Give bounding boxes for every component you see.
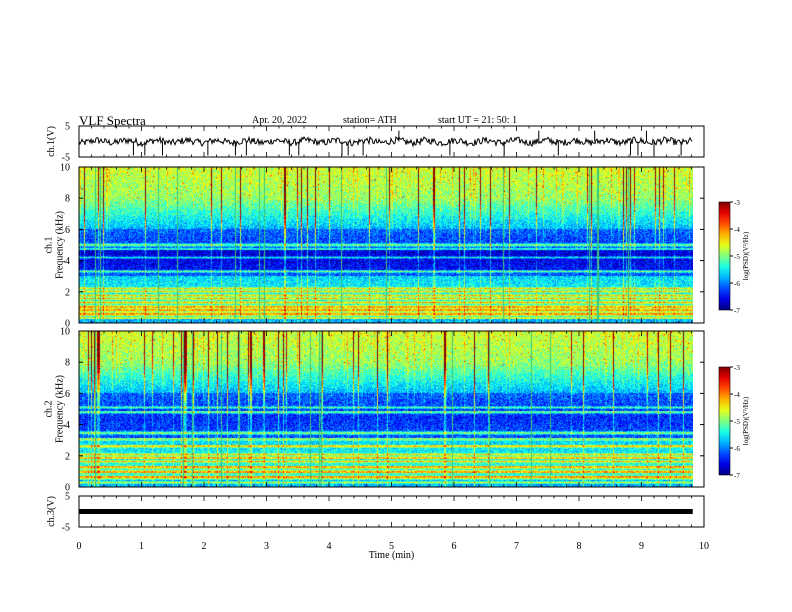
ch1-spectrogram-ylabel-line: Frequency (kHz) bbox=[55, 211, 66, 279]
figure-title: VLF Spectra bbox=[79, 113, 146, 128]
ch1-spectrogram-tick-label: 0 bbox=[65, 319, 70, 330]
colorbar-tick-label: -6 bbox=[734, 445, 740, 453]
colorbar-tick-label: -7 bbox=[734, 307, 740, 315]
ch1-spectrogram-ylabel-line: ch.1 bbox=[44, 237, 55, 254]
ch1-waveform-ylabel-line: ch.1(V) bbox=[46, 126, 57, 157]
colorbar-1 bbox=[718, 201, 731, 311]
ch2-spectrogram-ylabel: ch.2 Frequency (kHz) bbox=[44, 375, 66, 443]
spectrogram-image-1 bbox=[79, 167, 693, 323]
x-tick-label: 4 bbox=[327, 541, 332, 552]
x-tick-label: 2 bbox=[202, 541, 207, 552]
ch2-spectrogram-ylabel-line: ch.2 bbox=[44, 401, 55, 418]
x-tick-label: 1 bbox=[139, 541, 144, 552]
x-tick-label: 8 bbox=[577, 541, 582, 552]
ch2-spectrogram-tick-label: 10 bbox=[60, 327, 70, 338]
ch1-waveform-tick-label: 5 bbox=[65, 122, 70, 133]
ch1-spectrogram-ylabel: ch.1 Frequency (kHz) bbox=[44, 211, 66, 279]
x-axis-label: Time (min) bbox=[369, 550, 414, 561]
x-tick-label: 3 bbox=[264, 541, 269, 552]
ch1-waveform-trace bbox=[78, 135, 693, 148]
colorbar-tick-label: -4 bbox=[734, 391, 740, 399]
colorbar-tick-label: -3 bbox=[734, 364, 740, 372]
station-label: station= ATH bbox=[343, 115, 397, 126]
ch1-waveform-ylabel: ch.1(V) bbox=[46, 126, 57, 157]
ch2-spectrogram-ylabel-line: Frequency (kHz) bbox=[55, 375, 66, 443]
x-tick-label: 6 bbox=[452, 541, 457, 552]
start-time-label: start UT = 21: 50: 1 bbox=[438, 115, 518, 126]
ch1-waveform-tick-label: -5 bbox=[62, 153, 70, 164]
colorbar-label: log(PSD)(V²/Hz) bbox=[742, 396, 750, 445]
ch3-waveform-tick-label: -5 bbox=[62, 523, 70, 534]
ch1-spectrogram-tick-label: 6 bbox=[65, 225, 70, 236]
x-tick-label: 9 bbox=[639, 541, 644, 552]
colorbar-tick-label: -5 bbox=[734, 253, 740, 261]
x-tick-label: 10 bbox=[699, 541, 709, 552]
ch3-waveform-tick-label: 5 bbox=[65, 492, 70, 503]
ch1-spectrogram-tick-label: 2 bbox=[65, 287, 70, 298]
colorbar-2 bbox=[718, 366, 731, 476]
ch2-spectrogram-tick-label: 4 bbox=[65, 420, 70, 431]
colorbar-label: log(PSD)(V²/Hz) bbox=[742, 231, 750, 280]
colorbar-tick-label: -5 bbox=[734, 418, 740, 426]
ch2-spectrogram-tick-label: 0 bbox=[65, 483, 70, 494]
ch2-spectrogram-tick-label: 8 bbox=[65, 358, 70, 369]
ch2-spectrogram-tick-label: 2 bbox=[65, 451, 70, 462]
ch2-spectrogram-tick-label: 6 bbox=[65, 389, 70, 400]
colorbar-tick-label: -7 bbox=[734, 472, 740, 480]
x-tick-label: 5 bbox=[389, 541, 394, 552]
colorbar-tick-label: -6 bbox=[734, 280, 740, 288]
ch3-waveform-trace bbox=[79, 509, 693, 514]
x-tick-label: 7 bbox=[514, 541, 519, 552]
colorbar-tick-label: -4 bbox=[734, 226, 740, 234]
ch1-spectrogram-tick-label: 4 bbox=[65, 256, 70, 267]
ch1-spectrogram-tick-label: 8 bbox=[65, 194, 70, 205]
colorbar-tick-label: -3 bbox=[734, 199, 740, 207]
ch1-spectrogram-tick-label: 10 bbox=[60, 163, 70, 174]
ch3-waveform-ylabel-line: ch.3(V) bbox=[46, 496, 57, 527]
ch3-waveform-ylabel: ch.3(V) bbox=[46, 496, 57, 527]
x-tick-label: 0 bbox=[77, 541, 82, 552]
date-label: Apr. 20, 2022 bbox=[252, 115, 307, 126]
spectrogram-image-2 bbox=[79, 331, 693, 487]
